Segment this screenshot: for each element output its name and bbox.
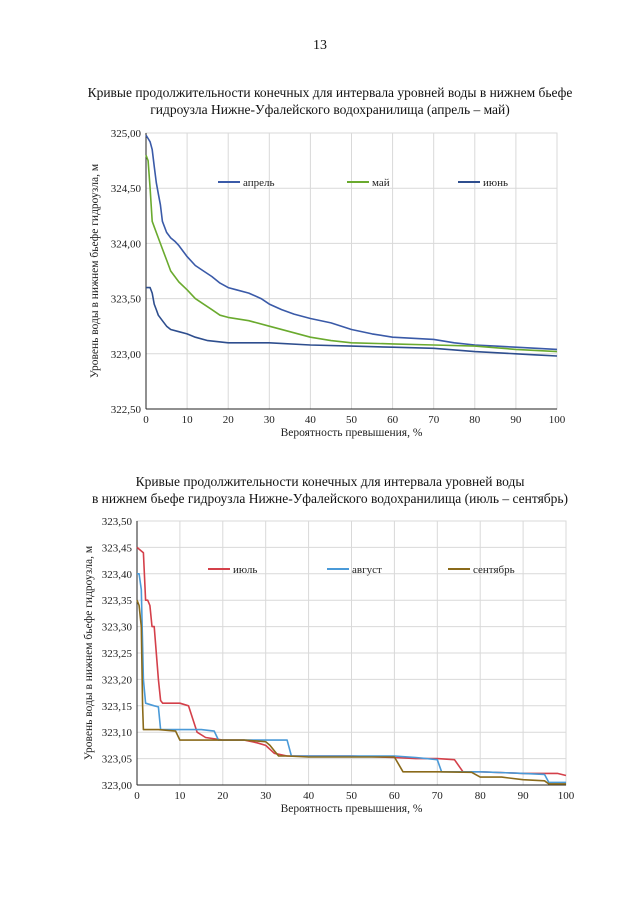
legend-label: август xyxy=(352,564,382,576)
page-number: 13 xyxy=(313,38,327,53)
y-tick-label: 324,50 xyxy=(111,183,142,195)
x-tick-label: 60 xyxy=(387,414,399,426)
y-tick-label: 323,50 xyxy=(111,294,142,306)
chart-2-title-line-2: в нижнем бьефе гидроузла Нижне-Уфалейско… xyxy=(91,491,569,506)
chart-2-title: Кривые продолжительности конечных для ин… xyxy=(60,473,600,507)
legend-label: июнь xyxy=(483,177,508,189)
x-tick-label: 30 xyxy=(264,414,276,426)
x-tick-label: 0 xyxy=(143,414,149,426)
series-line-3 xyxy=(136,599,566,785)
legend-label: апрель xyxy=(243,177,275,189)
x-tick-label: 70 xyxy=(428,414,440,426)
chart-1: 322,50 323,00 323,50 324,00 324,50 325,00 0 10 2… xyxy=(89,128,566,439)
y-tick-label: 323,05 xyxy=(102,754,133,766)
y-tick-label: 323,35 xyxy=(102,595,133,607)
x-tick-label: 60 xyxy=(389,790,401,802)
x-tick-label: 70 xyxy=(432,790,444,802)
x-tick-label: 100 xyxy=(558,790,575,802)
y-tick-label: 323,25 xyxy=(102,648,133,660)
y-tick-label: 323,30 xyxy=(102,622,133,634)
y-tick-label: 323,00 xyxy=(102,780,133,792)
y-tick-label: 323,00 xyxy=(111,349,142,361)
x-tick-label: 20 xyxy=(223,414,235,426)
y-tick-label: 323,40 xyxy=(102,569,133,581)
series-line-1 xyxy=(145,134,558,351)
y-axis-label: Уровень воды в нижнем бьефе гидроузла, м xyxy=(83,545,95,760)
y-tick-label: 323,15 xyxy=(102,701,133,713)
x-axis-label: Вероятность превышения, % xyxy=(281,427,423,439)
x-tick-label: 50 xyxy=(346,414,358,426)
x-tick-label: 40 xyxy=(305,414,317,426)
x-axis-label: Вероятность превышения, % xyxy=(281,803,423,815)
x-tick-label: 80 xyxy=(475,790,487,802)
y-tick-label: 322,50 xyxy=(111,404,142,416)
chart-1-title-line-2: гидроузла Нижне-Уфалейского водохранилищ… xyxy=(150,102,510,117)
y-tick-label: 323,45 xyxy=(102,542,133,554)
y-axis-label: Уровень воды в нижнем бьефе гидроузла, м xyxy=(89,163,101,378)
x-tick-label: 40 xyxy=(303,790,315,802)
y-tick-label: 323,10 xyxy=(102,727,133,739)
x-tick-label: 20 xyxy=(217,790,229,802)
y-tick-label: 325,00 xyxy=(111,128,142,140)
x-tick-label: 100 xyxy=(549,414,566,426)
legend-label: май xyxy=(372,177,390,189)
x-tick-label: 10 xyxy=(182,414,194,426)
y-tick-label: 323,20 xyxy=(102,674,133,686)
chart-1-title: Кривые продолжительности конечных для ин… xyxy=(60,84,600,118)
x-tick-label: 30 xyxy=(260,790,272,802)
series-line-3 xyxy=(146,286,558,357)
x-tick-label: 10 xyxy=(174,790,186,802)
y-tick-label: 324,00 xyxy=(111,238,142,250)
x-tick-label: 80 xyxy=(469,414,481,426)
chart-1-title-line-1: Кривые продолжительности конечных для ин… xyxy=(87,85,573,100)
legend-label: сентябрь xyxy=(473,564,515,576)
x-tick-label: 50 xyxy=(346,790,358,802)
y-tick-label: 323,50 xyxy=(102,516,133,528)
legend-label: июль xyxy=(233,564,257,576)
chart-2: 323,00 323,05 323,10 323,15 323,20 323,25 323,… xyxy=(83,516,575,815)
series-line-2 xyxy=(145,154,558,353)
x-tick-label: 90 xyxy=(518,790,530,802)
x-tick-label: 90 xyxy=(510,414,522,426)
chart-2-title-line-1: Кривые продолжительности конечных для ин… xyxy=(135,474,525,489)
x-tick-label: 0 xyxy=(134,790,140,802)
